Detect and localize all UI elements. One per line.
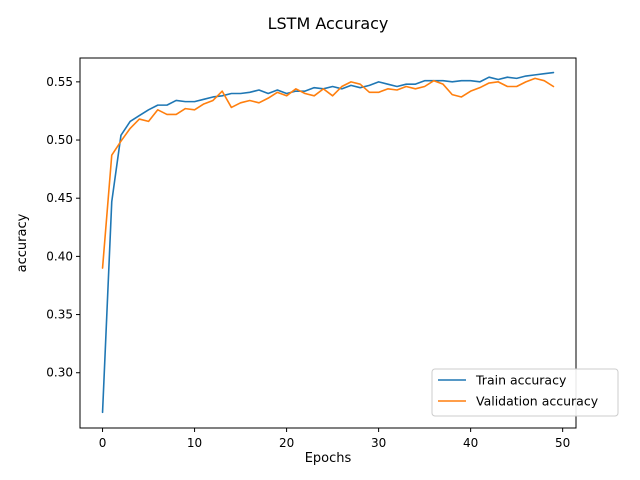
y-tick-label: 0.45 [46, 191, 73, 205]
y-tick-label: 0.50 [46, 133, 73, 147]
x-tick-label: 20 [279, 436, 294, 450]
x-axis-label: Epochs [305, 451, 352, 466]
legend-box [431, 368, 619, 417]
y-tick-label: 0.40 [46, 249, 73, 263]
y-tick-label: 0.55 [46, 75, 73, 89]
chart-title: LSTM Accuracy [268, 14, 389, 33]
legend: Train accuracy Validation accuracy [431, 368, 619, 417]
x-tick-label: 0 [99, 436, 107, 450]
ticks-layer: 0 10 20 30 40 50 0.30 0.35 0.40 0.45 0.50 0.55 [46, 75, 570, 450]
y-tick-label: 0.35 [46, 308, 73, 322]
legend-label-train: Train accuracy [475, 373, 567, 388]
y-axis-label: accuracy [15, 213, 30, 272]
x-tick-label: 10 [187, 436, 202, 450]
legend-label-validation: Validation accuracy [476, 394, 599, 409]
x-tick-label: 50 [555, 436, 570, 450]
validation-accuracy-line [101, 77, 555, 269]
x-tick-label: 40 [463, 436, 478, 450]
plot-area [80, 58, 576, 428]
axes-frame [79, 57, 577, 429]
series-layer [101, 71, 555, 414]
x-tick-label: 30 [371, 436, 386, 450]
train-accuracy-line [101, 71, 555, 414]
y-tick-label: 0.30 [46, 366, 73, 380]
